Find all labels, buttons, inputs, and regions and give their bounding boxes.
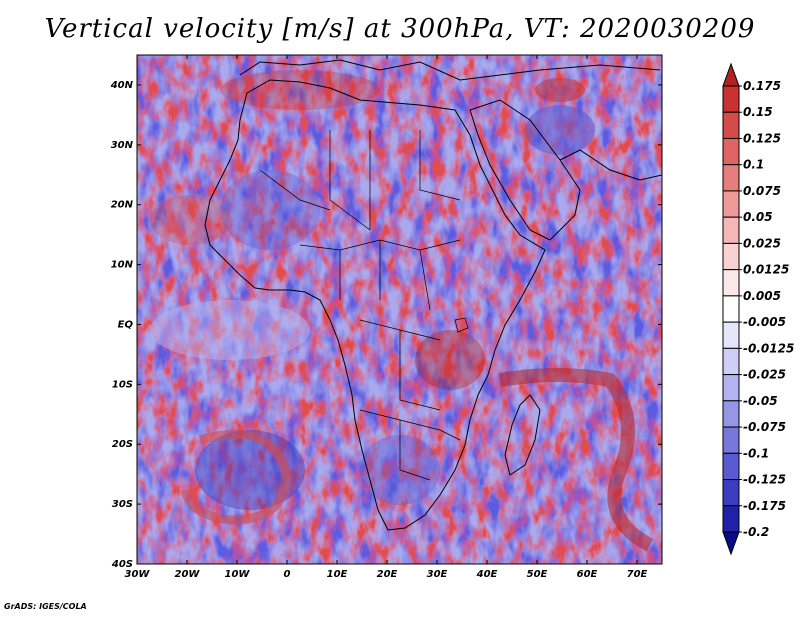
border-lines [259,130,461,481]
lon-label: 20W [175,569,201,580]
colorbar-box [722,479,740,507]
colorbar-box [722,347,740,376]
colorbar-label: -0.075 [743,420,786,434]
colorbar-label: 0.005 [743,289,781,303]
field-east-africa [415,330,485,390]
colorbar-box [722,400,740,428]
lon-label: 30E [427,569,448,580]
colorbar-label: -0.025 [743,368,786,382]
longitude-axis: 30W 20W 10W 0 10E 20E 30E 40E 50E 60E 70E [125,55,648,580]
colorbar-box [722,85,740,113]
lat-label: 20S [112,439,133,450]
lon-label: 10E [327,569,348,580]
colorbar-label: 0.075 [743,184,781,198]
lat-label: EQ [118,319,134,330]
colorbar-box [722,242,740,271]
lat-label: 20N [111,200,134,211]
lon-label: 50E [527,569,548,580]
colorbar-bottom-arrow [722,531,740,556]
lat-label: 10N [111,260,134,271]
lon-label: 20E [377,569,398,580]
field-band-south-indian [498,368,654,552]
colorbar-label: 0.025 [743,236,781,250]
colorbar-box [722,137,740,166]
colorbar-box [722,295,740,323]
lon-label: 60E [577,569,598,580]
colorbar-label: -0.005 [743,315,786,329]
colorbar-label: 0.175 [743,79,781,93]
arabia-outline [469,99,581,241]
field-tropical-atlantic [150,300,310,360]
persian-gulf-coast [559,149,662,181]
colorbar-label: 0.1 [743,158,764,172]
chart-title: Vertical velocity [m/s] at 300hPa, VT: 2… [44,14,756,44]
lat-label: 40S [111,559,133,570]
colorbar-box [722,452,740,481]
colorbar-top-arrow [722,62,740,87]
field-sahara-blue [220,170,320,250]
colorbar-box [722,426,740,454]
field-mediterranean [220,70,380,110]
colorbar-label: 0.0125 [743,263,789,277]
colorbar-label: -0.1 [743,446,769,460]
lat-label: 30S [112,499,133,510]
lake-victoria [454,317,469,333]
colorbar-box [722,164,740,192]
map-frame [136,54,663,565]
field-iran-ascent [525,105,595,155]
colorbar-label: -0.2 [743,525,769,539]
political-borders [259,130,469,481]
iberia-europe-coast [239,59,661,81]
colorbar-box [722,216,740,244]
colorbar-label: -0.175 [743,499,786,513]
colorbar-box [722,269,740,297]
lon-label: 40E [476,569,498,580]
colorbar-label: 0.125 [743,131,781,145]
colorbar-box [722,505,740,533]
colorbar-box [722,321,740,349]
field-cyclone-spiral [180,429,290,525]
grads-credit: GrADS: IGES/COLA [4,602,87,611]
lon-label: 0 [284,569,291,580]
madagascar-outline [504,394,541,476]
lat-label: 40N [110,80,134,91]
colorbar-label: -0.05 [743,394,778,408]
field-arabia-ascent [535,78,585,102]
lon-label: 10W [225,569,251,580]
africa-coastline [204,79,546,531]
colorbar-box [722,190,740,218]
field-north-atlantic-red [150,195,230,245]
coastlines [204,59,662,531]
lon-label: 30W [125,569,151,580]
colorbar-box [722,374,740,402]
colorbar-label: 0.05 [743,210,773,224]
colorbar-box [722,111,740,139]
colorbar-label: -0.125 [743,473,786,487]
latitude-axis: 40N 30N 20N 10N EQ 10S 20S 30S 40S [110,80,662,570]
lat-label: 10S [112,379,133,390]
colorbar-label: -0.0125 [743,341,794,355]
lat-label: 30N [111,140,134,151]
colorbar: 0.175 0.15 0.125 0.1 0.075 0.05 0.025 0.0125 0.0… [722,62,794,556]
lon-label: 70E [627,569,648,580]
colorbar-label: 0.15 [743,105,773,119]
